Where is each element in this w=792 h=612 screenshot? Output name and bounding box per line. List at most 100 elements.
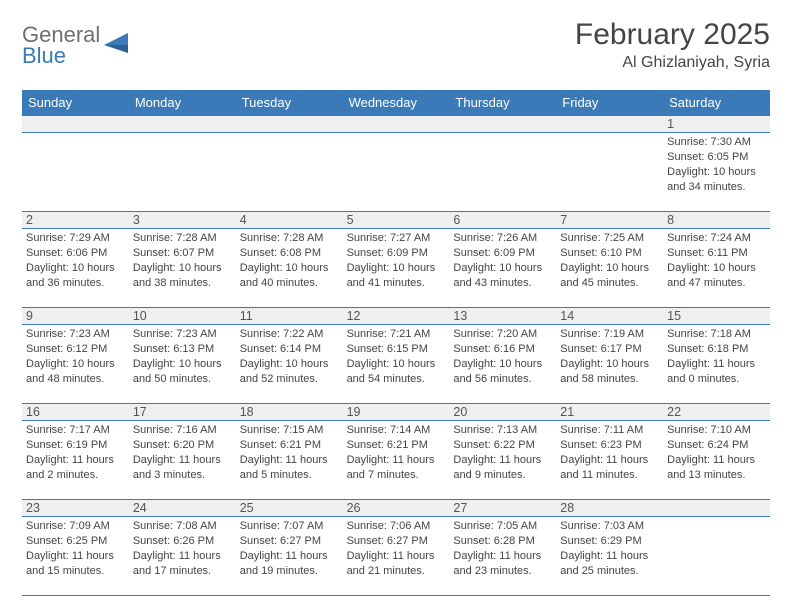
daylight-text: Daylight: 10 hours and 50 minutes. xyxy=(133,357,232,387)
sunset-text: Sunset: 6:27 PM xyxy=(347,534,446,549)
sunset-text: Sunset: 6:19 PM xyxy=(26,438,125,453)
day-cell: Sunrise: 7:22 AMSunset: 6:14 PMDaylight:… xyxy=(236,325,343,403)
day-cell: Sunrise: 7:08 AMSunset: 6:26 PMDaylight:… xyxy=(129,517,236,595)
sunrise-text: Sunrise: 7:07 AM xyxy=(240,519,339,534)
weekday-header: Sunday Monday Tuesday Wednesday Thursday… xyxy=(22,90,770,116)
sunset-text: Sunset: 6:22 PM xyxy=(453,438,552,453)
sunset-text: Sunset: 6:10 PM xyxy=(560,246,659,261)
weekday-sun: Sunday xyxy=(22,90,129,116)
sunset-text: Sunset: 6:11 PM xyxy=(667,246,766,261)
day-cell xyxy=(22,133,129,211)
week-daynum-row: 16171819202122 xyxy=(22,404,770,421)
day-cell: Sunrise: 7:28 AMSunset: 6:08 PMDaylight:… xyxy=(236,229,343,307)
week-daynum-row: 1 xyxy=(22,116,770,133)
daylight-text: Daylight: 10 hours and 41 minutes. xyxy=(347,261,446,291)
sunset-text: Sunset: 6:06 PM xyxy=(26,246,125,261)
sunrise-text: Sunrise: 7:15 AM xyxy=(240,423,339,438)
sunrise-text: Sunrise: 7:28 AM xyxy=(240,231,339,246)
daylight-text: Daylight: 10 hours and 54 minutes. xyxy=(347,357,446,387)
daylight-text: Daylight: 11 hours and 25 minutes. xyxy=(560,549,659,579)
sunrise-text: Sunrise: 7:29 AM xyxy=(26,231,125,246)
day-cell xyxy=(449,133,556,211)
daylight-text: Daylight: 10 hours and 43 minutes. xyxy=(453,261,552,291)
day-number: 25 xyxy=(236,500,343,516)
day-number xyxy=(663,500,770,516)
day-number: 7 xyxy=(556,212,663,228)
day-number: 20 xyxy=(449,404,556,420)
sunset-text: Sunset: 6:23 PM xyxy=(560,438,659,453)
sunrise-text: Sunrise: 7:06 AM xyxy=(347,519,446,534)
day-cell: Sunrise: 7:23 AMSunset: 6:12 PMDaylight:… xyxy=(22,325,129,403)
sunset-text: Sunset: 6:13 PM xyxy=(133,342,232,357)
sunrise-text: Sunrise: 7:09 AM xyxy=(26,519,125,534)
day-number: 8 xyxy=(663,212,770,228)
day-number: 26 xyxy=(343,500,450,516)
daylight-text: Daylight: 11 hours and 11 minutes. xyxy=(560,453,659,483)
day-cell: Sunrise: 7:06 AMSunset: 6:27 PMDaylight:… xyxy=(343,517,450,595)
sunset-text: Sunset: 6:05 PM xyxy=(667,150,766,165)
sunrise-text: Sunrise: 7:24 AM xyxy=(667,231,766,246)
day-cell: Sunrise: 7:26 AMSunset: 6:09 PMDaylight:… xyxy=(449,229,556,307)
day-cell: Sunrise: 7:20 AMSunset: 6:16 PMDaylight:… xyxy=(449,325,556,403)
week-daynum-row: 9101112131415 xyxy=(22,308,770,325)
day-cell xyxy=(343,133,450,211)
day-cell: Sunrise: 7:05 AMSunset: 6:28 PMDaylight:… xyxy=(449,517,556,595)
day-number: 24 xyxy=(129,500,236,516)
daylight-text: Daylight: 10 hours and 48 minutes. xyxy=(26,357,125,387)
sunrise-text: Sunrise: 7:14 AM xyxy=(347,423,446,438)
sunrise-text: Sunrise: 7:25 AM xyxy=(560,231,659,246)
sunset-text: Sunset: 6:20 PM xyxy=(133,438,232,453)
sunset-text: Sunset: 6:14 PM xyxy=(240,342,339,357)
day-cell: Sunrise: 7:17 AMSunset: 6:19 PMDaylight:… xyxy=(22,421,129,499)
day-number: 5 xyxy=(343,212,450,228)
sunset-text: Sunset: 6:17 PM xyxy=(560,342,659,357)
day-number xyxy=(343,116,450,132)
day-number: 1 xyxy=(663,116,770,132)
day-number: 9 xyxy=(22,308,129,324)
day-cell: Sunrise: 7:23 AMSunset: 6:13 PMDaylight:… xyxy=(129,325,236,403)
day-number: 11 xyxy=(236,308,343,324)
day-cell: Sunrise: 7:25 AMSunset: 6:10 PMDaylight:… xyxy=(556,229,663,307)
sunset-text: Sunset: 6:09 PM xyxy=(453,246,552,261)
daylight-text: Daylight: 11 hours and 0 minutes. xyxy=(667,357,766,387)
sunset-text: Sunset: 6:09 PM xyxy=(347,246,446,261)
sunrise-text: Sunrise: 7:20 AM xyxy=(453,327,552,342)
day-cell: Sunrise: 7:13 AMSunset: 6:22 PMDaylight:… xyxy=(449,421,556,499)
sunset-text: Sunset: 6:21 PM xyxy=(347,438,446,453)
day-number: 27 xyxy=(449,500,556,516)
day-number xyxy=(449,116,556,132)
week-info-row: Sunrise: 7:30 AMSunset: 6:05 PMDaylight:… xyxy=(22,133,770,212)
daylight-text: Daylight: 10 hours and 45 minutes. xyxy=(560,261,659,291)
daylight-text: Daylight: 11 hours and 15 minutes. xyxy=(26,549,125,579)
sunset-text: Sunset: 6:27 PM xyxy=(240,534,339,549)
sunrise-text: Sunrise: 7:13 AM xyxy=(453,423,552,438)
sunset-text: Sunset: 6:29 PM xyxy=(560,534,659,549)
sunrise-text: Sunrise: 7:28 AM xyxy=(133,231,232,246)
brand-part2: Blue xyxy=(22,45,66,67)
sunrise-text: Sunrise: 7:23 AM xyxy=(133,327,232,342)
day-cell: Sunrise: 7:27 AMSunset: 6:09 PMDaylight:… xyxy=(343,229,450,307)
weekday-tue: Tuesday xyxy=(236,90,343,116)
day-cell: Sunrise: 7:10 AMSunset: 6:24 PMDaylight:… xyxy=(663,421,770,499)
day-number: 18 xyxy=(236,404,343,420)
day-cell: Sunrise: 7:15 AMSunset: 6:21 PMDaylight:… xyxy=(236,421,343,499)
sunset-text: Sunset: 6:07 PM xyxy=(133,246,232,261)
sunset-text: Sunset: 6:28 PM xyxy=(453,534,552,549)
sunset-text: Sunset: 6:16 PM xyxy=(453,342,552,357)
sunrise-text: Sunrise: 7:05 AM xyxy=(453,519,552,534)
daylight-text: Daylight: 11 hours and 5 minutes. xyxy=(240,453,339,483)
sunset-text: Sunset: 6:18 PM xyxy=(667,342,766,357)
sunset-text: Sunset: 6:08 PM xyxy=(240,246,339,261)
week-info-row: Sunrise: 7:17 AMSunset: 6:19 PMDaylight:… xyxy=(22,421,770,500)
day-number: 16 xyxy=(22,404,129,420)
day-number: 12 xyxy=(343,308,450,324)
header: General Blue February 2025 Al Ghizlaniya… xyxy=(22,18,770,72)
day-cell: Sunrise: 7:24 AMSunset: 6:11 PMDaylight:… xyxy=(663,229,770,307)
flag-icon xyxy=(104,33,132,60)
day-number: 21 xyxy=(556,404,663,420)
daylight-text: Daylight: 11 hours and 9 minutes. xyxy=(453,453,552,483)
week-daynum-row: 2345678 xyxy=(22,212,770,229)
day-cell: Sunrise: 7:18 AMSunset: 6:18 PMDaylight:… xyxy=(663,325,770,403)
day-number: 6 xyxy=(449,212,556,228)
week-info-row: Sunrise: 7:23 AMSunset: 6:12 PMDaylight:… xyxy=(22,325,770,404)
